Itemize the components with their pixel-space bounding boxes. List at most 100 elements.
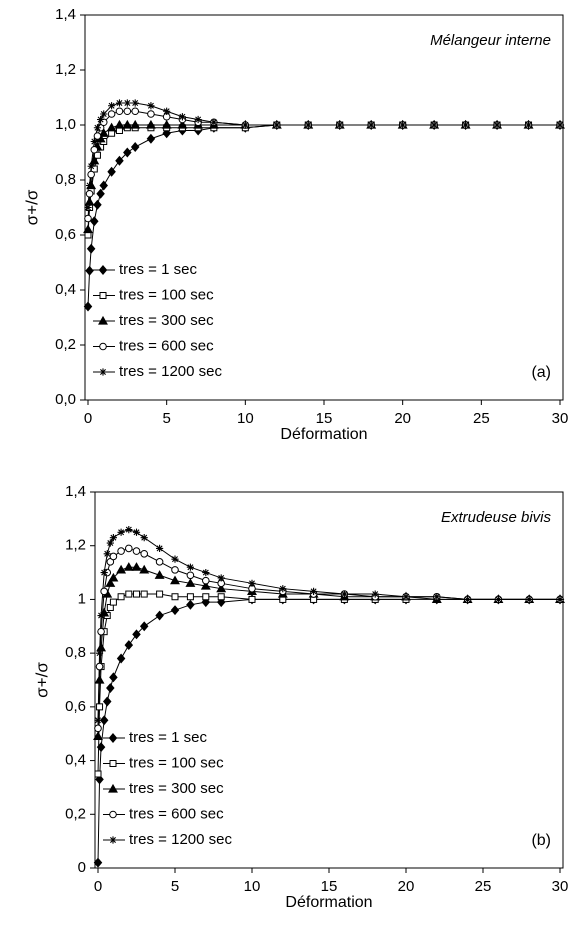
marker — [140, 590, 148, 598]
y-tick-label: 0,8 — [65, 644, 86, 661]
marker — [83, 224, 93, 234]
marker — [217, 574, 225, 582]
y-tick-label: 0,6 — [55, 226, 76, 243]
marker — [170, 575, 180, 585]
marker — [493, 121, 501, 129]
marker — [95, 649, 104, 657]
marker — [117, 528, 125, 536]
legend-label: tres = 600 sec — [129, 805, 224, 822]
marker — [109, 534, 117, 542]
x-tick-label: 0 — [84, 410, 92, 427]
y-axis-label: σ+/σ — [22, 189, 41, 225]
marker — [93, 857, 103, 868]
y-tick-label: 0 — [78, 859, 86, 876]
marker — [178, 113, 186, 121]
marker — [216, 597, 226, 608]
legend-marker — [99, 292, 107, 299]
x-tick-label: 10 — [237, 410, 254, 427]
marker — [131, 107, 139, 116]
marker — [402, 593, 410, 601]
marker — [97, 611, 105, 620]
legend-label: tres = 1200 sec — [119, 363, 222, 380]
marker — [216, 583, 227, 593]
marker — [147, 110, 155, 118]
marker — [186, 593, 194, 601]
marker — [87, 170, 95, 179]
x-tick-label: 20 — [394, 410, 411, 427]
marker — [125, 526, 133, 534]
x-tick-label: 5 — [171, 878, 179, 895]
marker — [99, 715, 109, 726]
marker — [340, 590, 348, 598]
marker — [100, 110, 108, 118]
legend-marker — [109, 836, 117, 844]
marker — [117, 547, 125, 555]
marker — [248, 595, 256, 603]
legend-marker — [99, 342, 107, 351]
marker — [186, 599, 195, 610]
marker — [273, 121, 281, 129]
marker — [106, 683, 115, 694]
marker — [98, 128, 109, 137]
marker — [139, 564, 150, 574]
marker — [108, 102, 116, 110]
marker — [430, 121, 438, 129]
marker — [125, 544, 133, 553]
marker — [171, 593, 179, 601]
legend-label: tres = 300 sec — [119, 312, 214, 329]
marker — [85, 265, 94, 276]
marker — [156, 590, 164, 598]
marker — [131, 562, 142, 571]
marker — [525, 595, 533, 604]
marker — [95, 662, 104, 671]
y-tick-label: 0,8 — [55, 171, 76, 188]
marker — [96, 742, 106, 753]
marker — [145, 119, 156, 129]
marker — [210, 118, 218, 126]
y-tick-label: 1,0 — [55, 116, 76, 133]
series-line — [87, 124, 560, 236]
legend-marker — [98, 315, 108, 325]
x-tick-label: 25 — [475, 878, 492, 895]
marker — [107, 166, 116, 177]
marker — [248, 579, 256, 587]
legend-label: tres = 600 sec — [119, 337, 214, 354]
marker — [96, 703, 104, 711]
marker — [304, 121, 312, 129]
x-axis-label: Déformation — [285, 894, 372, 911]
series-line — [87, 102, 560, 208]
legend-marker — [109, 760, 117, 767]
marker — [102, 696, 112, 707]
marker — [131, 99, 139, 107]
marker — [84, 203, 92, 212]
x-tick-label: 30 — [552, 878, 569, 895]
marker — [433, 593, 441, 601]
y-tick-label: 1 — [78, 590, 86, 607]
marker — [84, 214, 92, 223]
marker — [106, 122, 117, 132]
marker — [109, 672, 118, 683]
marker — [86, 243, 96, 254]
legend-label: tres = 100 sec — [119, 286, 214, 303]
marker — [123, 107, 132, 116]
marker — [170, 605, 180, 616]
legend-marker — [99, 368, 107, 376]
marker — [125, 590, 133, 598]
marker — [107, 110, 116, 118]
marker — [279, 585, 287, 593]
marker — [202, 568, 210, 577]
marker — [154, 570, 165, 579]
marker — [108, 572, 119, 582]
marker — [105, 578, 116, 587]
marker — [95, 774, 104, 785]
marker — [97, 627, 105, 636]
x-tick-label: 0 — [94, 878, 102, 895]
marker — [241, 121, 249, 129]
marker — [171, 566, 179, 574]
marker — [462, 121, 470, 129]
x-tick-label: 10 — [244, 878, 261, 895]
marker — [114, 119, 125, 129]
marker — [94, 724, 102, 733]
marker — [106, 539, 114, 547]
